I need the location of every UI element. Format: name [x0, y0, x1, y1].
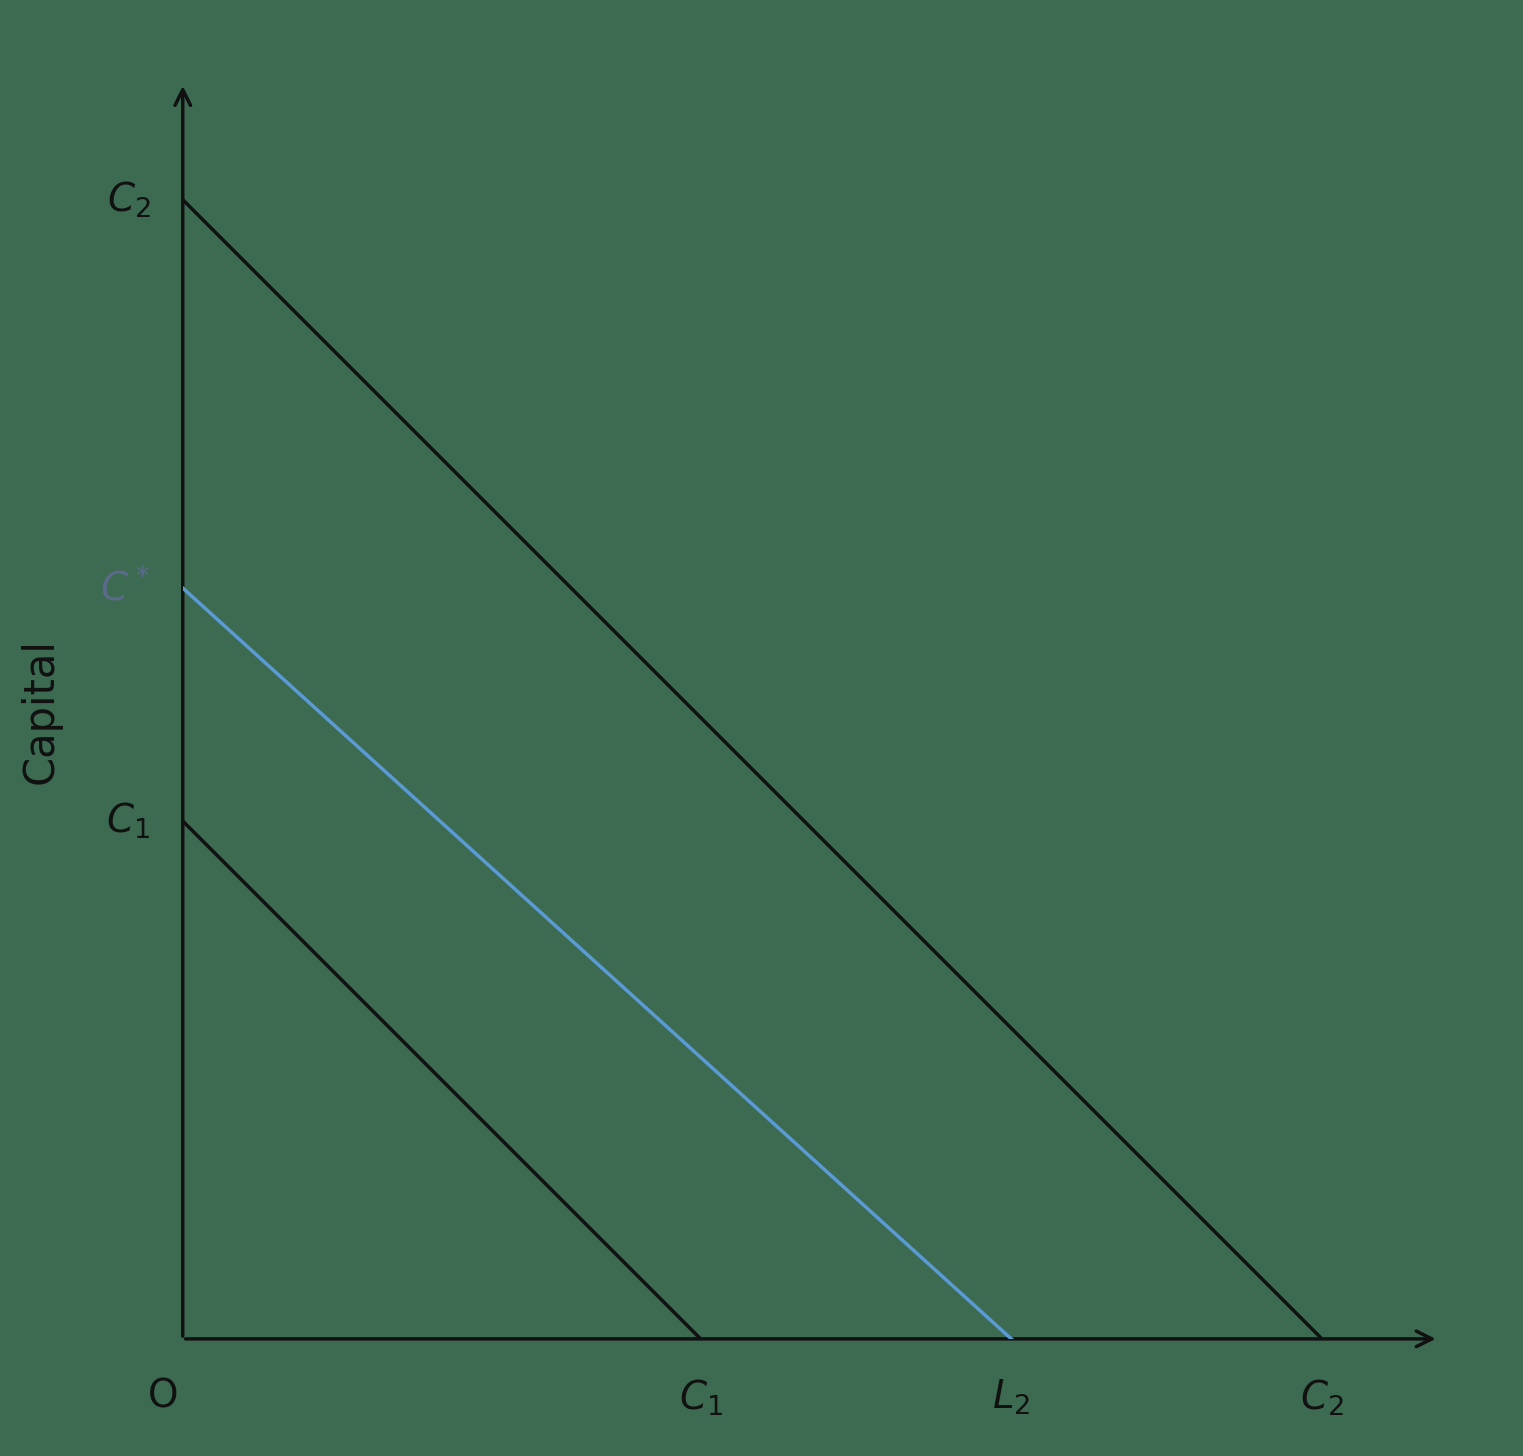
- Text: $\mathit{L}_2$: $\mathit{L}_2$: [991, 1377, 1031, 1417]
- Text: O: O: [148, 1377, 178, 1415]
- Text: $\mathit{C}_2$: $\mathit{C}_2$: [107, 179, 151, 220]
- Text: $\mathit{C}^*$: $\mathit{C}^*$: [101, 568, 151, 607]
- Text: $\mathit{C}_2$: $\mathit{C}_2$: [1301, 1377, 1343, 1418]
- Text: $\mathit{C}_1$: $\mathit{C}_1$: [679, 1377, 722, 1418]
- Text: $\mathit{C}_1$: $\mathit{C}_1$: [107, 801, 151, 842]
- Text: Capital: Capital: [20, 638, 61, 783]
